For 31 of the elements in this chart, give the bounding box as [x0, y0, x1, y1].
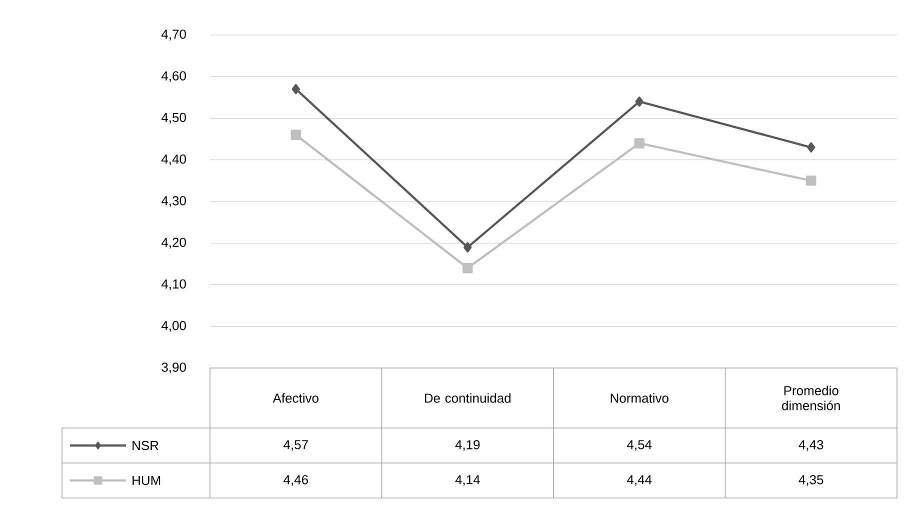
y-tick-label: 4,50	[161, 112, 186, 124]
x-tick-label: Afectivo	[272, 393, 318, 403]
y-tick-label: 4,20	[161, 238, 186, 248]
data-label: 4,43	[798, 440, 824, 451]
legend-label: HUM	[132, 476, 160, 486]
point	[462, 262, 473, 274]
x-tick-label: Promedio dimensión	[782, 386, 840, 410]
point	[464, 242, 472, 252]
x-tick-label: De continuidad	[424, 393, 510, 403]
data-label: 4,54	[627, 440, 652, 451]
point	[806, 176, 816, 186]
y-tick-label: 4,10	[161, 279, 186, 290]
point	[290, 130, 301, 140]
data-label: 4,19	[455, 440, 480, 451]
y-tick-label: 4,40	[161, 154, 186, 166]
point	[634, 138, 644, 148]
data-label: 4,57	[284, 440, 308, 451]
point	[292, 84, 300, 94]
y-tick-label: 4,30	[161, 196, 186, 207]
data-label: 4,46	[284, 475, 308, 486]
data-label: 4,35	[798, 475, 824, 486]
point	[807, 142, 816, 152]
data-label: 4,44	[627, 475, 652, 486]
point	[635, 96, 644, 107]
y-tick-label: 3,90	[162, 362, 186, 374]
y-tick-label: 4,70	[161, 30, 186, 40]
x-tick-label: Normativo	[610, 393, 668, 403]
legend-label: NSR	[132, 440, 158, 450]
data-label: 4,14	[455, 475, 480, 486]
y-tick-label: 4,00	[161, 320, 186, 332]
y-tick-label: 4,60	[161, 71, 186, 82]
